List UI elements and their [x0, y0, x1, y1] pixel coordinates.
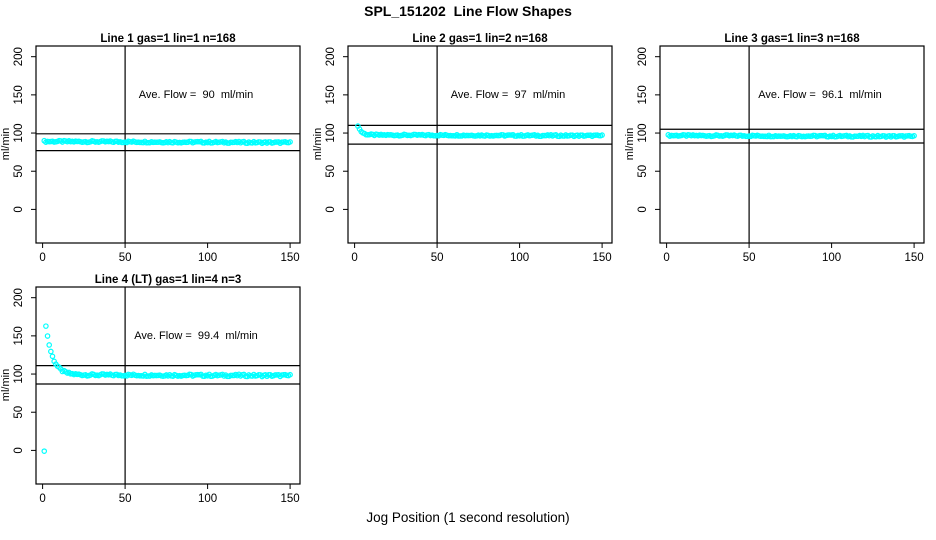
x-tick-label: 50 [431, 252, 444, 264]
data-point [46, 342, 53, 348]
y-tick-label: 0 [13, 447, 25, 453]
x-tick-label: 0 [39, 252, 45, 264]
data-point [44, 333, 51, 339]
plot-area: 0 50 100 150 0 50 100 150 200 [13, 45, 301, 264]
y-tick-label: 50 [13, 406, 25, 419]
data-point [49, 353, 56, 360]
panel-line-1: Line 1 gas=1 lin=1 n=168 Ave. Flow = 90 … [0, 33, 301, 264]
y-tick-label: 0 [637, 206, 649, 212]
data-point [43, 323, 49, 329]
panel-line-2: Line 2 gas=1 lin=2 n=168 Ave. Flow = 97 … [312, 33, 613, 264]
plot-area: 0 50 100 150 0 50 100 150 200 [13, 286, 301, 505]
y-tick-label: 100 [637, 123, 649, 142]
panel-line-4: Line 4 (LT) gas=1 lin=4 n=3 Ave. Flow = … [0, 274, 301, 505]
plot-box [35, 286, 301, 485]
x-tick-label: 100 [822, 252, 841, 264]
x-tick-label: 0 [663, 252, 669, 264]
panel-title: Line 3 gas=1 lin=3 n=168 [724, 33, 860, 45]
x-tick-label: 50 [119, 493, 132, 505]
plot-box [659, 45, 925, 244]
plot-area: 0 50 100 150 0 50 100 150 200 [325, 45, 613, 264]
x-tick-label: 0 [351, 252, 357, 264]
ave-flow-annotation: Ave. Flow = 90 ml/min [139, 89, 253, 101]
y-tick-label: 100 [325, 123, 337, 142]
x-axis-title: Jog Position (1 second resolution) [366, 510, 570, 525]
ave-flow-annotation: Ave. Flow = 97 ml/min [451, 89, 565, 101]
x-tick-label: 100 [198, 493, 217, 505]
x-tick-label: 150 [281, 493, 300, 505]
data-point [287, 371, 293, 378]
y-tick-label: 150 [325, 85, 337, 104]
x-tick-label: 150 [593, 252, 612, 264]
data-point [41, 448, 48, 454]
y-tick-label: 100 [13, 364, 25, 383]
x-tick-label: 150 [281, 252, 300, 264]
y-tick-label: 200 [13, 47, 25, 66]
y-tick-label: 200 [325, 47, 337, 66]
x-tick-label: 50 [119, 252, 132, 264]
panel-line-3: Line 3 gas=1 lin=3 n=168 Ave. Flow = 96.… [624, 33, 925, 264]
panel-title: Line 2 gas=1 lin=2 n=168 [412, 33, 548, 45]
y-tick-label: 0 [325, 206, 337, 212]
y-tick-label: 150 [13, 85, 25, 104]
y-tick-label: 50 [325, 165, 337, 178]
ave-flow-annotation: Ave. Flow = 96.1 ml/min [758, 89, 882, 101]
x-tick-label: 150 [905, 252, 924, 264]
y-axis-label: ml/min [624, 128, 636, 160]
panel-title: Line 4 (LT) gas=1 lin=4 n=3 [95, 274, 241, 286]
y-axis-label: ml/min [0, 369, 12, 401]
panel-title: Line 1 gas=1 lin=1 n=168 [100, 33, 236, 45]
chart-title: SPL_151202 Line Flow Shapes [364, 3, 572, 19]
x-tick-label: 100 [198, 252, 217, 264]
data-point [287, 139, 293, 145]
x-tick-label: 50 [743, 252, 756, 264]
x-tick-label: 100 [510, 252, 529, 264]
data-point [911, 132, 917, 139]
y-axis-label: ml/min [0, 128, 12, 160]
y-tick-label: 0 [13, 206, 25, 212]
data-point [48, 348, 54, 355]
y-tick-label: 150 [637, 85, 649, 104]
plot-box [35, 45, 301, 244]
data-point [599, 132, 605, 138]
y-axis-label: ml/min [312, 128, 324, 160]
y-tick-label: 100 [13, 123, 25, 142]
y-tick-label: 200 [637, 47, 649, 66]
plot-area: 0 50 100 150 0 50 100 150 200 [637, 45, 925, 264]
y-tick-label: 150 [13, 326, 25, 345]
y-tick-label: 50 [13, 165, 25, 178]
x-tick-label: 0 [39, 493, 45, 505]
y-tick-label: 200 [13, 288, 25, 307]
y-tick-label: 50 [637, 165, 649, 178]
ave-flow-annotation: Ave. Flow = 99.4 ml/min [134, 330, 258, 342]
